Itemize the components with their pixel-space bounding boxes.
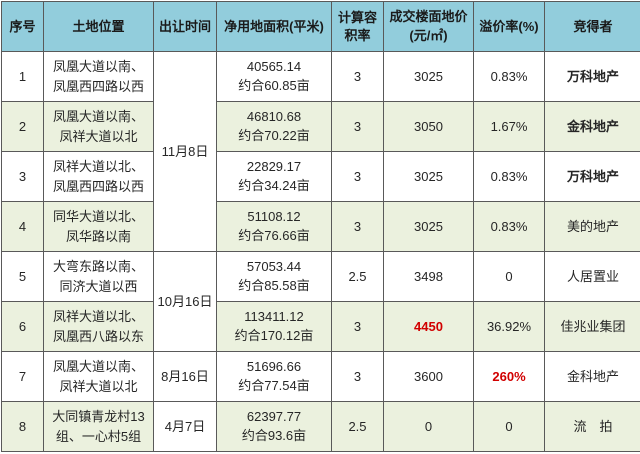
- col-header-premium: 溢价率(%): [473, 1, 545, 52]
- premium-cell: 0.83%: [473, 151, 545, 202]
- no-cell: 2: [1, 101, 44, 152]
- premium-cell: 0: [473, 401, 545, 452]
- table-body: 1 凤凰大道以南、凤凰西四路以西 11月8日 40565.14 约合60.85亩…: [1, 51, 640, 452]
- area-sqm: 57053.44: [246, 258, 302, 274]
- winner-cell: 佳兆业集团: [544, 301, 640, 352]
- area-sqm: 40565.14: [246, 58, 302, 74]
- floor-price-cell: 3025: [383, 151, 474, 202]
- premium-cell: 0: [473, 251, 545, 302]
- table-header: 序号 土地位置 出让时间 净用地面积(平米) 计算容积率 成交楼面地价 (元/㎡…: [1, 1, 640, 52]
- area-mu: 约合34.24亩: [238, 177, 310, 193]
- floor-price-cell: 4450: [383, 301, 474, 352]
- winner-cell: 人居置业: [544, 251, 640, 302]
- floor-price-cell: 3025: [383, 201, 474, 252]
- table-row: 8 大同镇青龙村13组、一心村5组 4月7日 62397.77 约合93.6亩 …: [1, 401, 640, 452]
- area-cell: 51108.12 约合76.66亩: [216, 201, 332, 252]
- area-cell: 22829.17 约合34.24亩: [216, 151, 332, 202]
- location-cell: 凤凰大道以南、凤祥大道以北: [43, 351, 154, 402]
- plot-ratio-cell: 3: [331, 351, 384, 402]
- col-header-plot-ratio: 计算容积率: [331, 1, 384, 52]
- no-cell: 3: [1, 151, 44, 202]
- no-cell: 5: [1, 251, 44, 302]
- location-cell: 凤祥大道以北、凤凰西八路以东: [43, 301, 154, 352]
- date-cell: 8月16日: [153, 351, 217, 402]
- plot-ratio-cell: 3: [331, 51, 384, 102]
- area-mu: 约合85.58亩: [238, 277, 310, 293]
- winner-cell: 流 拍: [544, 401, 640, 452]
- table-row: 6 凤祥大道以北、凤凰西八路以东 113411.12 约合170.12亩 3 4…: [1, 301, 640, 352]
- winner-cell: 金科地产: [544, 351, 640, 402]
- plot-ratio-cell: 3: [331, 101, 384, 152]
- area-mu: 约合77.54亩: [238, 377, 310, 393]
- area-mu: 约合60.85亩: [238, 77, 310, 93]
- winner-cell: 万科地产: [544, 151, 640, 202]
- plot-ratio-cell: 3: [331, 301, 384, 352]
- location-cell: 凤凰大道以南、凤祥大道以北: [43, 101, 154, 152]
- area-sqm: 51696.66: [246, 358, 302, 374]
- table-row: 3 凤祥大道以北、凤凰西四路以西 22829.17 约合34.24亩 3 302…: [1, 151, 640, 202]
- area-cell: 40565.14 约合60.85亩: [216, 51, 332, 102]
- area-cell: 57053.44 约合85.58亩: [216, 251, 332, 302]
- col-header-location: 土地位置: [43, 1, 154, 52]
- floor-price-cell: 3025: [383, 51, 474, 102]
- area-mu: 约合76.66亩: [238, 227, 310, 243]
- area-cell: 62397.77 约合93.6亩: [216, 401, 332, 452]
- plot-ratio-cell: 2.5: [331, 251, 384, 302]
- no-cell: 4: [1, 201, 44, 252]
- date-cell: 4月7日: [153, 401, 217, 452]
- floor-price-cell: 3600: [383, 351, 474, 402]
- premium-cell: 260%: [473, 351, 545, 402]
- col-header-winner: 竞得者: [544, 1, 640, 52]
- col-header-area: 净用地面积(平米): [216, 1, 332, 52]
- area-sqm: 22829.17: [246, 158, 302, 174]
- winner-cell: 美的地产: [544, 201, 640, 252]
- table-row: 1 凤凰大道以南、凤凰西四路以西 11月8日 40565.14 约合60.85亩…: [1, 51, 640, 252]
- location-cell: 大弯东路以南、同济大道以西: [43, 251, 154, 302]
- area-cell: 113411.12 约合170.12亩: [216, 301, 332, 352]
- area-sqm: 51108.12: [247, 208, 301, 224]
- premium-cell: 1.67%: [473, 101, 545, 152]
- location-cell: 同华大道以北、凤华路以南: [43, 201, 154, 252]
- area-mu: 约合170.12亩: [234, 327, 314, 343]
- winner-cell: 金科地产: [544, 101, 640, 152]
- winner-cell: 万科地产: [544, 51, 640, 102]
- area-cell: 51696.66 约合77.54亩: [216, 351, 332, 402]
- plot-ratio-cell: 2.5: [331, 401, 384, 452]
- table-row: 7 凤凰大道以南、凤祥大道以北 8月16日 51696.66 约合77.54亩 …: [1, 351, 640, 402]
- no-cell: 7: [1, 351, 44, 402]
- col-header-floor-price-line1: 成交楼面地价: [389, 8, 468, 24]
- area-sqm: 113411.12: [244, 308, 304, 324]
- area-mu: 约合70.22亩: [238, 127, 310, 143]
- plot-ratio-cell: 3: [331, 151, 384, 202]
- no-cell: 8: [1, 401, 44, 452]
- location-cell: 凤凰大道以南、凤凰西四路以西: [43, 51, 154, 102]
- area-sqm: 62397.77: [246, 408, 302, 424]
- table-row: 2 凤凰大道以南、凤祥大道以北 46810.68 约合70.22亩 3 3050…: [1, 101, 640, 152]
- date-cell: 10月16日: [153, 251, 217, 352]
- location-cell: 大同镇青龙村13组、一心村5组: [43, 401, 154, 452]
- premium-cell: 36.92%: [473, 301, 545, 352]
- table-row: 5 大弯东路以南、同济大道以西 10月16日 57053.44 约合85.58亩…: [1, 251, 640, 352]
- area-cell: 46810.68 约合70.22亩: [216, 101, 332, 152]
- no-cell: 6: [1, 301, 44, 352]
- col-header-date: 出让时间: [153, 1, 217, 52]
- table-row: 4 同华大道以北、凤华路以南 51108.12 约合76.66亩 3 3025 …: [1, 201, 640, 252]
- floor-price-cell: 0: [383, 401, 474, 452]
- no-cell: 1: [1, 51, 44, 102]
- area-mu: 约合93.6亩: [241, 427, 307, 443]
- floor-price-cell: 3050: [383, 101, 474, 152]
- date-cell: 11月8日: [153, 51, 217, 252]
- col-header-no: 序号: [1, 1, 44, 52]
- col-header-floor-price: 成交楼面地价 (元/㎡): [383, 1, 474, 52]
- premium-cell: 0.83%: [473, 51, 545, 102]
- floor-price-cell: 3498: [383, 251, 474, 302]
- col-header-floor-price-line2: (元/㎡): [409, 27, 448, 43]
- location-cell: 凤祥大道以北、凤凰西四路以西: [43, 151, 154, 202]
- area-sqm: 46810.68: [246, 108, 302, 124]
- header-row: 序号 土地位置 出让时间 净用地面积(平米) 计算容积率 成交楼面地价 (元/㎡…: [1, 1, 640, 52]
- plot-ratio-cell: 3: [331, 201, 384, 252]
- premium-cell: 0.83%: [473, 201, 545, 252]
